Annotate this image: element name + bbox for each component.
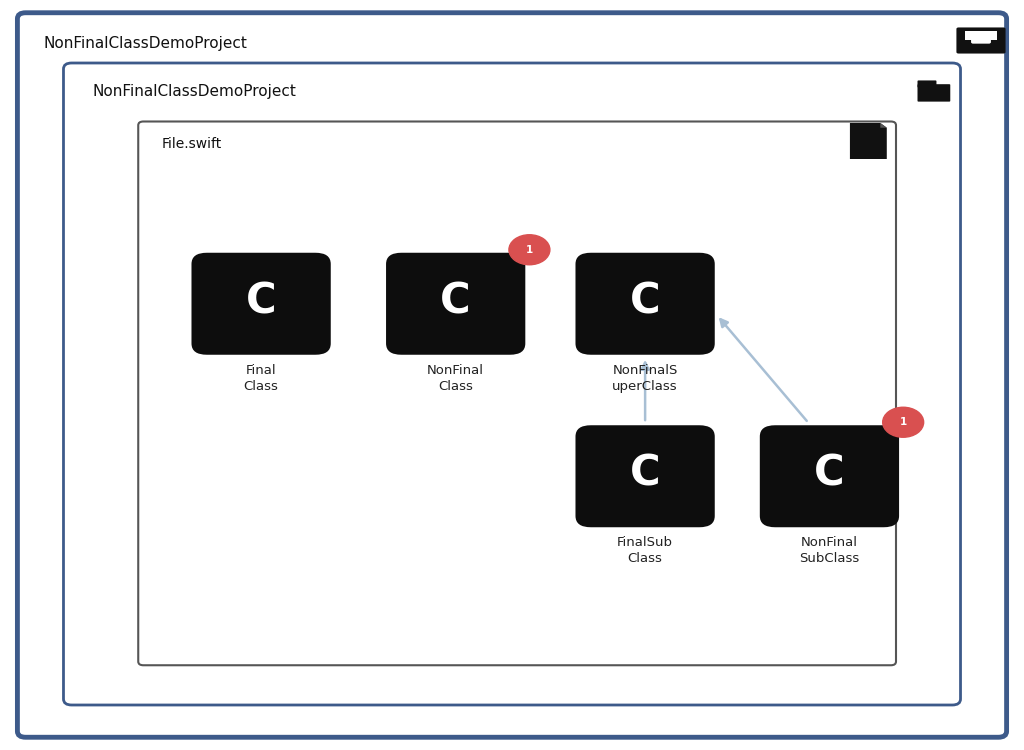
Polygon shape: [850, 123, 887, 159]
Text: NonFinalS
uperClass: NonFinalS uperClass: [612, 364, 678, 393]
Text: 1: 1: [899, 417, 907, 428]
Text: FinalSub
Class: FinalSub Class: [617, 536, 673, 566]
Text: C: C: [630, 453, 660, 495]
Text: File.swift: File.swift: [162, 136, 222, 151]
Text: NonFinal
SubClass: NonFinal SubClass: [800, 536, 859, 566]
FancyBboxPatch shape: [191, 253, 331, 355]
FancyBboxPatch shape: [956, 28, 1006, 53]
Circle shape: [883, 407, 924, 437]
Text: Final
Class: Final Class: [244, 364, 279, 393]
FancyBboxPatch shape: [575, 425, 715, 527]
FancyBboxPatch shape: [918, 84, 950, 102]
FancyBboxPatch shape: [17, 13, 1007, 737]
Text: C: C: [630, 280, 660, 322]
FancyBboxPatch shape: [386, 253, 525, 355]
Bar: [966, 31, 996, 40]
Text: NonFinalClassDemoProject: NonFinalClassDemoProject: [92, 84, 296, 99]
Polygon shape: [881, 123, 887, 128]
FancyBboxPatch shape: [575, 253, 715, 355]
Text: NonFinal
Class: NonFinal Class: [427, 364, 484, 393]
Text: C: C: [246, 280, 276, 322]
FancyBboxPatch shape: [760, 425, 899, 527]
Text: 1: 1: [525, 244, 534, 255]
Text: C: C: [814, 453, 845, 495]
Text: C: C: [440, 280, 471, 322]
FancyBboxPatch shape: [971, 32, 991, 44]
Circle shape: [509, 235, 550, 265]
Text: NonFinalClassDemoProject: NonFinalClassDemoProject: [43, 36, 247, 51]
FancyBboxPatch shape: [138, 122, 896, 665]
FancyBboxPatch shape: [918, 80, 936, 88]
FancyBboxPatch shape: [63, 63, 961, 705]
